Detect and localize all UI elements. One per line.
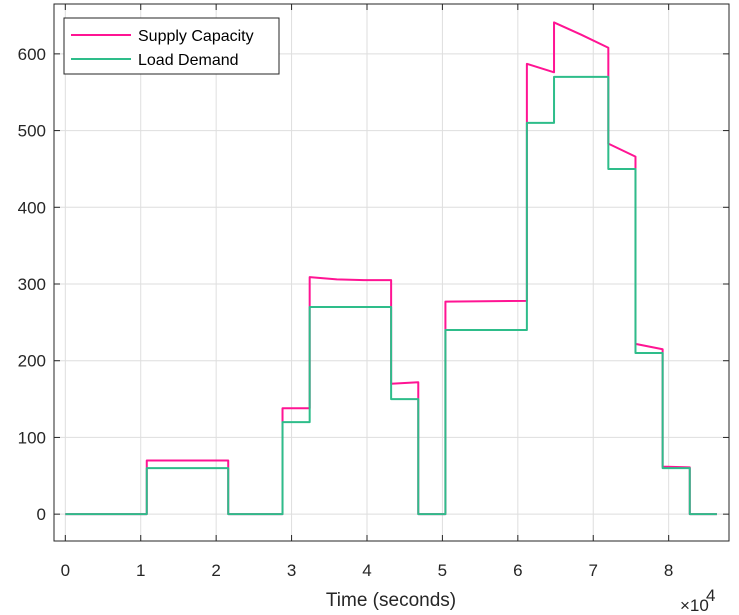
legend: Supply Capacity Load Demand — [63, 17, 280, 75]
y-tick-label: 500 — [18, 122, 46, 141]
x-tick-label: 7 — [589, 561, 598, 580]
x-axis-exponent-power: 4 — [706, 586, 715, 605]
y-tick-label: 300 — [18, 275, 46, 294]
legend-box — [63, 17, 280, 75]
x-axis-exponent-base: ×10 — [680, 596, 709, 615]
legend-label-load-demand: Load Demand — [138, 52, 239, 69]
y-tick-label: 400 — [18, 198, 46, 217]
x-tick-label: 8 — [664, 561, 673, 580]
x-tick-label: 0 — [61, 561, 70, 580]
x-tick-label: 1 — [136, 561, 145, 580]
x-tick-label: 4 — [362, 561, 371, 580]
legend-label-supply-capacity: Supply Capacity — [138, 28, 254, 45]
x-axis-exponent: ×10 4 — [680, 586, 715, 615]
y-axis: 0 100 200 300 400 500 600 — [18, 45, 729, 524]
y-tick-label: 200 — [18, 352, 46, 371]
x-tick-label: 5 — [438, 561, 447, 580]
x-axis: 0 1 2 3 4 5 6 7 8 — [61, 4, 673, 580]
plot-frame — [53, 3, 730, 542]
series-line-load-demand — [65, 75, 717, 516]
y-tick-label: 100 — [18, 428, 46, 447]
grid — [54, 4, 729, 541]
x-tick-label: 2 — [211, 561, 220, 580]
y-tick-label: 0 — [37, 505, 46, 524]
y-tick-label: 600 — [18, 45, 46, 64]
plot-background — [54, 4, 729, 541]
x-axis-label: Time (seconds) — [326, 590, 456, 611]
x-tick-label: 3 — [287, 561, 296, 580]
series-layer — [65, 21, 717, 516]
x-tick-label: 6 — [513, 561, 522, 580]
